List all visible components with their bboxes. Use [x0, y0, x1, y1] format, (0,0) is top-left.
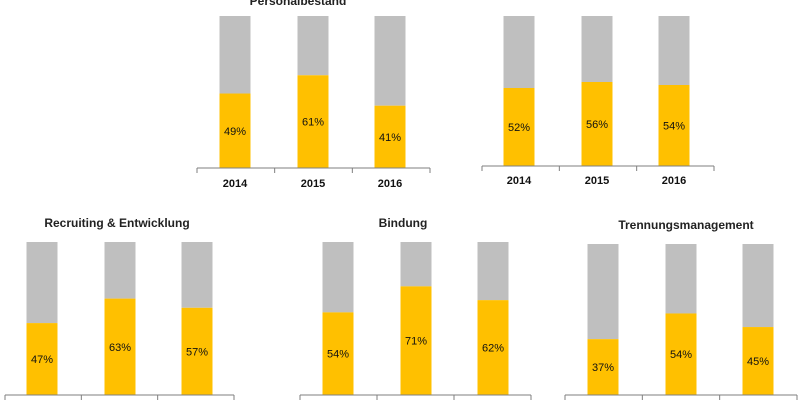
bar-value [297, 75, 329, 168]
data-label: 45% [747, 356, 769, 368]
bar-value [104, 298, 136, 395]
bar-remainder [219, 16, 251, 94]
data-label: 54% [670, 349, 692, 361]
chart-panel-3: Recruiting & Entwicklung 47% 63% 57% [4, 216, 235, 400]
bar-remainder [26, 242, 58, 324]
data-label: 71% [405, 336, 427, 348]
bar-value [181, 307, 213, 395]
data-label: 63% [109, 342, 131, 354]
panel-title: Recruiting & Entwicklung [44, 216, 189, 230]
panel-title: Trennungsmanagement [618, 218, 753, 232]
bar-value [587, 339, 619, 395]
bar-value [26, 323, 58, 395]
bar-value [322, 312, 354, 395]
data-label: 52% [508, 122, 530, 134]
x-tick-label: 2015 [301, 178, 325, 190]
bar-remainder [374, 16, 406, 106]
bar-remainder [104, 242, 136, 299]
bar-value [658, 85, 690, 166]
data-label: 61% [302, 117, 324, 129]
chart-panel-5: Trennungsmanagement 37% 54% 45% [564, 218, 798, 400]
bar-remainder [581, 16, 613, 82]
bar-remainder [742, 244, 774, 328]
panel-title: Personalbestand [250, 0, 347, 8]
bar-value [374, 105, 406, 168]
bar-remainder [503, 16, 535, 88]
chart-panel-2: 52% 2014 56% 2015 54% 2016 [481, 16, 715, 187]
x-tick-label: 2015 [585, 175, 609, 187]
x-tick-label: 2016 [378, 178, 402, 190]
bar-remainder [477, 242, 509, 301]
data-label: 57% [186, 346, 208, 358]
bar-value [742, 327, 774, 395]
data-label: 54% [327, 349, 349, 361]
panel-title: Bindung [379, 216, 428, 230]
bar-value [581, 82, 613, 166]
data-label: 49% [224, 126, 246, 138]
data-label: 41% [379, 132, 401, 144]
bar-remainder [400, 242, 432, 287]
data-label: 62% [482, 343, 504, 355]
data-label: 47% [31, 354, 53, 366]
chart-panel-1: Personalbestand 49% 2014 61% 2015 41% 2016 [196, 0, 431, 190]
bar-value [665, 313, 697, 395]
chart-panel-4: Bindung 54% 71% 62% [299, 216, 532, 400]
bar-value [400, 286, 432, 395]
bar-remainder [587, 244, 619, 340]
bar-remainder [665, 244, 697, 314]
bar-remainder [658, 16, 690, 85]
bar-remainder [181, 242, 213, 308]
bar-remainder [297, 16, 329, 76]
data-label: 54% [663, 121, 685, 133]
x-tick-label: 2016 [662, 175, 686, 187]
bar-value [503, 88, 535, 166]
data-label: 56% [586, 119, 608, 131]
x-tick-label: 2014 [507, 175, 532, 187]
bar-remainder [322, 242, 354, 313]
data-label: 37% [592, 362, 614, 374]
bar-value [477, 300, 509, 395]
bar-value [219, 93, 251, 168]
x-tick-label: 2014 [223, 178, 248, 190]
